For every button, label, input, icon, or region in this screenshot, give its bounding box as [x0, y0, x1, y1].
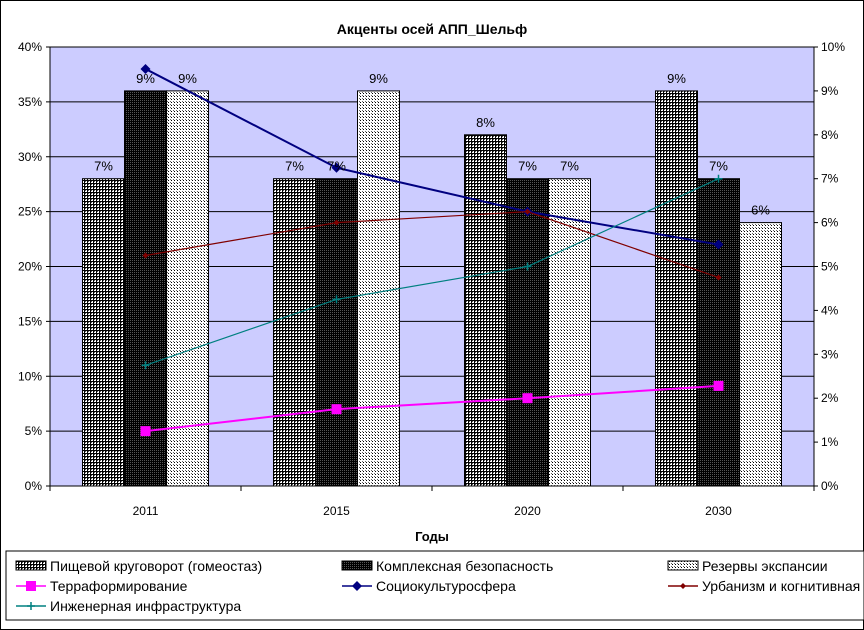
- line-marker: [715, 274, 722, 281]
- line-marker: [713, 380, 724, 391]
- data-label: 7%: [518, 159, 537, 174]
- x-tick-label: 2020: [514, 504, 541, 518]
- data-label: 9%: [178, 71, 197, 86]
- line-marker: [26, 581, 36, 591]
- line-marker: [140, 426, 151, 437]
- line-marker: [142, 252, 149, 259]
- bar: [166, 90, 209, 487]
- y-axis-ticks: 0% 5% 10% 15% 20% 25% 30% 35% 40%: [18, 40, 50, 493]
- line-marker: [27, 602, 35, 610]
- line-marker: [524, 208, 531, 215]
- bar: [315, 178, 358, 487]
- legend: Пищевой круговорот (гомеостаз) Комплексна…: [15, 558, 860, 614]
- legend-label: Социокультуросфера: [376, 578, 516, 594]
- bar: [124, 90, 167, 487]
- line-marker: [680, 583, 686, 589]
- y2-tick-label: 0%: [821, 479, 839, 493]
- y-tick-label: 5%: [25, 424, 43, 438]
- y2-tick-label: 10%: [821, 40, 845, 54]
- line-marker: [332, 295, 341, 304]
- legend-box: [5, 550, 864, 621]
- y2-tick-label: 5%: [821, 260, 839, 274]
- line-marker: [713, 239, 724, 250]
- data-label: 7%: [560, 159, 579, 174]
- line-marker: [333, 219, 340, 226]
- data-labels-group: 7% 7% 8% 9% 9% 7% 7% 7% 9% 9% 7% 6%: [94, 71, 770, 218]
- y2-tick-label: 2%: [821, 391, 839, 405]
- lines-group: [140, 63, 724, 437]
- line-marker: [140, 63, 151, 74]
- y-tick-label: 10%: [18, 369, 42, 383]
- y-tick-label: 30%: [18, 150, 42, 164]
- data-label: 7%: [709, 159, 728, 174]
- y-tick-label: 25%: [18, 205, 42, 219]
- line-marker: [141, 361, 150, 370]
- line-marker: [331, 162, 342, 173]
- bar: [548, 178, 591, 487]
- y-tick-label: 20%: [18, 260, 42, 274]
- x-axis-title: Годы: [415, 529, 449, 544]
- data-label: 7%: [94, 159, 113, 174]
- data-label: 8%: [476, 115, 495, 130]
- y-tick-label: 35%: [18, 95, 42, 109]
- y2-tick-label: 9%: [821, 84, 839, 98]
- y2-axis-ticks: 0% 1% 2% 3% 4% 5% 6% 7% 8% 9% 10%: [814, 40, 845, 493]
- line-marker: [523, 262, 532, 271]
- y2-tick-label: 7%: [821, 172, 839, 186]
- series-line: [145, 178, 719, 366]
- line-marker: [522, 393, 533, 404]
- legend-label: Терраформирование: [50, 578, 188, 594]
- bar: [273, 178, 316, 487]
- y2-tick-label: 1%: [821, 435, 839, 449]
- data-label: 7%: [327, 159, 346, 174]
- bar: [697, 178, 740, 487]
- data-label: 9%: [667, 71, 686, 86]
- series-line: [145, 68, 719, 246]
- data-label: 6%: [751, 203, 770, 218]
- legend-label: Инженерная инфраструктура: [50, 598, 241, 614]
- line-marker: [352, 581, 362, 591]
- series-line: [145, 211, 719, 279]
- y2-tick-label: 4%: [821, 303, 839, 317]
- y-tick-label: 0%: [25, 479, 43, 493]
- bar: [464, 134, 507, 487]
- legend-swatch: [341, 560, 373, 571]
- legend-label: Урбанизм и когнитивная: [702, 578, 860, 594]
- y2-tick-label: 6%: [821, 216, 839, 230]
- data-label: 9%: [136, 71, 155, 86]
- data-label: 9%: [369, 71, 388, 86]
- legend-swatch: [667, 560, 699, 571]
- bar: [739, 222, 782, 487]
- bar: [655, 90, 698, 487]
- y2-tick-label: 8%: [821, 128, 839, 142]
- bar: [82, 178, 125, 487]
- line-marker: [331, 404, 342, 415]
- y2-tick-label: 3%: [821, 347, 839, 361]
- legend-swatch: [15, 560, 47, 571]
- legend-label: Комплексная безопасность: [376, 558, 553, 574]
- x-tick-label: 2015: [323, 504, 350, 518]
- legend-label: Пищевой круговорот (гомеостаз): [50, 558, 262, 574]
- bar: [506, 178, 549, 487]
- chart-title: Акценты осей АПП_Шельф: [337, 21, 528, 37]
- bars-group: [82, 90, 782, 487]
- x-axis-ticks: 2011 2015 2020 2030: [49, 486, 815, 518]
- data-label: 7%: [285, 159, 304, 174]
- series-line: [145, 384, 719, 433]
- bar: [357, 90, 400, 487]
- y-tick-label: 15%: [18, 314, 42, 328]
- line-marker: [714, 174, 723, 183]
- x-tick-label: 2011: [133, 504, 159, 518]
- legend-label: Резервы экспансии: [702, 558, 828, 574]
- x-tick-label: 2030: [705, 504, 732, 518]
- y-tick-label: 40%: [18, 40, 42, 54]
